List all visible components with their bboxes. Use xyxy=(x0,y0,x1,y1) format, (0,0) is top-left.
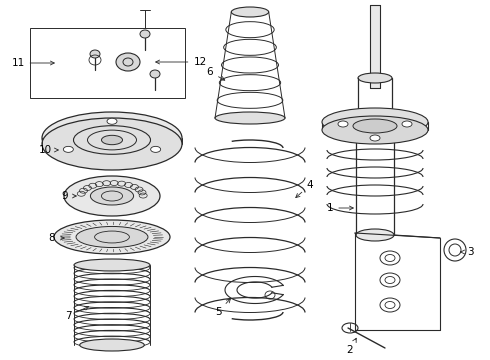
Text: 5: 5 xyxy=(215,299,230,317)
Text: 8: 8 xyxy=(49,233,64,243)
Text: 7: 7 xyxy=(65,306,89,321)
Ellipse shape xyxy=(80,339,144,351)
Ellipse shape xyxy=(74,259,150,271)
Ellipse shape xyxy=(63,147,74,152)
Ellipse shape xyxy=(358,113,392,123)
Ellipse shape xyxy=(322,116,428,144)
Text: 9: 9 xyxy=(62,191,76,201)
Bar xyxy=(30,28,185,98)
Ellipse shape xyxy=(90,50,100,58)
Ellipse shape xyxy=(322,108,428,136)
Ellipse shape xyxy=(231,7,269,17)
Ellipse shape xyxy=(107,118,117,124)
Bar xyxy=(370,5,380,88)
Ellipse shape xyxy=(338,121,348,127)
Text: 4: 4 xyxy=(296,180,313,198)
Text: 12: 12 xyxy=(156,57,207,67)
Ellipse shape xyxy=(356,129,394,141)
Ellipse shape xyxy=(116,53,140,71)
Text: 11: 11 xyxy=(11,58,54,68)
Ellipse shape xyxy=(101,135,122,145)
Ellipse shape xyxy=(140,30,150,38)
Ellipse shape xyxy=(353,119,397,133)
Ellipse shape xyxy=(42,112,182,164)
Ellipse shape xyxy=(42,118,182,170)
Text: 2: 2 xyxy=(347,338,356,355)
Ellipse shape xyxy=(402,121,412,127)
Ellipse shape xyxy=(54,220,170,254)
Ellipse shape xyxy=(370,135,380,141)
Ellipse shape xyxy=(358,73,392,83)
Ellipse shape xyxy=(64,176,160,216)
Ellipse shape xyxy=(76,226,148,248)
Ellipse shape xyxy=(150,147,161,152)
Ellipse shape xyxy=(90,187,134,205)
Text: 6: 6 xyxy=(207,67,225,80)
Ellipse shape xyxy=(215,112,285,124)
Ellipse shape xyxy=(356,229,394,241)
Text: 10: 10 xyxy=(38,145,58,155)
Ellipse shape xyxy=(150,70,160,78)
Text: 1: 1 xyxy=(327,203,353,213)
Text: 3: 3 xyxy=(461,247,473,257)
